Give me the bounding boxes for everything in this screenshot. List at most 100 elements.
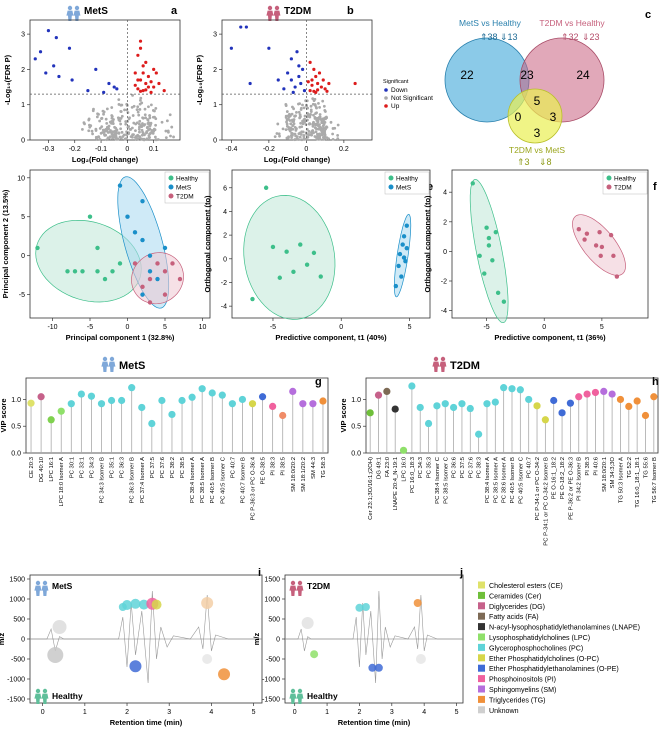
score-point-t2dm — [614, 274, 620, 279]
volcano-point-up — [149, 80, 153, 84]
vip-point — [248, 400, 257, 408]
score-point-healthy — [486, 235, 492, 241]
ns-point — [105, 107, 109, 111]
vip-category-label: PC 34:3 — [89, 456, 95, 478]
ns-point — [101, 128, 105, 132]
ns-point — [292, 122, 296, 126]
volcano-point-up — [136, 78, 140, 82]
vip-category-label: PC 38:5 Isomer A — [200, 457, 206, 503]
vip-category-label: PC 35:3 — [427, 456, 433, 478]
volcano-point-up — [314, 74, 318, 79]
group-icon-bottom — [289, 688, 297, 704]
score-point-healthy — [470, 181, 475, 186]
ns-point — [321, 135, 325, 139]
volcano-point-down — [44, 71, 48, 75]
ns-point — [306, 111, 309, 115]
group-icon-top — [34, 580, 42, 596]
y-tick-label: 4 — [223, 209, 227, 216]
score-point-healthy — [277, 275, 282, 280]
volcano-point-up — [353, 81, 357, 86]
ns-point — [303, 117, 306, 121]
vip-category-label: SM 34:3;3O — [610, 457, 616, 489]
legend-box — [602, 171, 648, 195]
volcano-point-up — [316, 81, 320, 86]
legend-label: Healthy — [176, 176, 199, 183]
feature-bubble — [310, 650, 319, 659]
group-icon-top — [289, 580, 297, 596]
vip-point — [458, 400, 466, 408]
venn-region-count: 0 — [515, 110, 522, 124]
legend-label: T2DM — [614, 185, 632, 192]
score-point-mets — [401, 255, 407, 260]
ns-point — [111, 130, 115, 134]
y-tick-label: -4 — [221, 304, 227, 311]
ns-point — [312, 120, 315, 124]
volcano-point-up — [138, 78, 143, 82]
x-tick-label: 0 — [41, 709, 45, 716]
bottom-group-label: Healthy — [52, 691, 83, 701]
feature-bubble — [129, 660, 142, 673]
ns-point — [318, 105, 321, 109]
x-tick-label: 1 — [83, 709, 87, 716]
feature-bubble — [138, 599, 149, 610]
ns-point — [145, 137, 149, 141]
confidence-ellipse-t2dm — [572, 214, 626, 276]
ns-point — [147, 105, 150, 109]
y-tick-label: -2 — [221, 280, 227, 287]
score-point-mets — [140, 237, 145, 243]
vip-point — [583, 390, 591, 398]
score-point-healthy — [298, 242, 303, 247]
volcano-point-down — [239, 25, 243, 29]
score-point-t2dm — [140, 284, 145, 290]
group-icon-t2dm — [273, 5, 281, 21]
ns-point — [292, 107, 295, 111]
class-legend-swatch — [478, 612, 485, 620]
class-legend-label: Cholesterol esters (CE) — [489, 582, 563, 590]
score-point-healthy — [87, 214, 93, 219]
class-legend-swatch — [478, 706, 485, 714]
vip-category-label: PI 38:5 — [281, 456, 287, 475]
vip-point — [575, 393, 583, 401]
legend-label: T2DM — [176, 194, 194, 201]
volcano-point-up — [327, 81, 331, 86]
score-point-t2dm — [170, 261, 175, 266]
ns-point — [107, 136, 111, 140]
ns-point — [294, 128, 298, 132]
volcano-point-up — [310, 78, 314, 82]
ns-point — [140, 125, 144, 129]
plot-frame — [451, 169, 649, 319]
score-point-mets — [400, 242, 405, 247]
ns-point — [287, 115, 291, 119]
ns-point — [160, 120, 164, 124]
ns-point — [141, 138, 145, 141]
ns-point — [133, 136, 137, 139]
score-point-mets — [155, 276, 160, 282]
ns-point — [148, 114, 151, 117]
feature-bubble — [355, 603, 364, 612]
volcano-point-up — [144, 81, 148, 86]
ns-point — [319, 125, 322, 129]
volcano-legend-label: Not Significant — [391, 95, 433, 102]
volcano-point-up — [157, 81, 161, 86]
ns-point — [148, 116, 152, 120]
score-point-healthy — [72, 269, 78, 274]
y-tick-label: 500 — [268, 617, 280, 624]
ns-point — [145, 131, 148, 135]
venn-region-count: 3 — [534, 126, 541, 140]
ns-point — [143, 123, 147, 126]
ns-point — [83, 122, 86, 126]
score-point-t2dm — [576, 227, 582, 232]
ns-point — [336, 123, 340, 127]
vip-point — [550, 396, 558, 405]
volcano-point-up — [310, 83, 314, 87]
vip-category-label: PC 37:5 — [460, 456, 466, 478]
vip-point — [391, 405, 399, 413]
ns-point — [110, 106, 114, 109]
ns-point — [275, 132, 279, 135]
legend-marker-healthy — [606, 175, 612, 181]
ns-point — [124, 122, 128, 126]
volcano-point-down — [38, 50, 43, 54]
confidence-ellipse-healthy — [469, 179, 509, 324]
ns-point — [313, 97, 317, 101]
